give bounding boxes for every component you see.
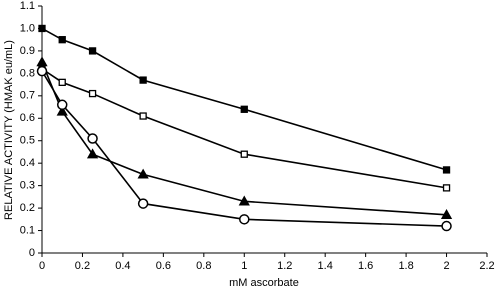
series-line [41, 27, 447, 171]
marker [442, 166, 451, 174]
marker [240, 150, 248, 158]
x-axis-label: mM ascorbate [229, 277, 299, 289]
marker [88, 47, 97, 55]
y-tick-label: 1.1 [20, 0, 35, 12]
x-tick-label: 1.2 [277, 260, 292, 272]
y-tick-label: 0.3 [20, 180, 35, 192]
x-tick-label: 0 [39, 260, 45, 272]
marker [38, 24, 46, 33]
marker [88, 89, 97, 98]
x-tick-label: 0.6 [156, 260, 171, 272]
marker [238, 195, 250, 206]
y-tick-label: 0.5 [20, 135, 35, 147]
marker [240, 105, 248, 113]
marker [137, 168, 149, 179]
marker [441, 220, 452, 232]
marker [86, 148, 99, 159]
x-tick-label: 2.2 [479, 260, 494, 272]
y-tick-label: 1.0 [20, 22, 35, 34]
y-tick-label: 0.6 [20, 112, 35, 124]
y-tick-label: 0.1 [20, 224, 35, 236]
marker [442, 184, 451, 192]
series-line [41, 70, 447, 227]
series-line [41, 68, 447, 189]
x-tick-label: 0.4 [115, 260, 130, 272]
marker [58, 36, 66, 44]
y-tick-label: 0.4 [20, 157, 35, 169]
marker [87, 133, 98, 144]
x-tick-label: 1 [241, 260, 247, 272]
marker [36, 56, 48, 67]
x-tick-label: 1.4 [318, 260, 333, 272]
marker [139, 76, 147, 84]
x-tick-label: 0.8 [196, 260, 211, 272]
marker [56, 105, 68, 116]
y-tick-label: 0.9 [20, 45, 35, 57]
y-tick-label: 0.8 [20, 67, 35, 79]
y-tick-label: 0.2 [20, 202, 35, 214]
marker [137, 198, 149, 209]
marker [440, 209, 453, 219]
marker [56, 99, 68, 111]
series-line [41, 61, 447, 216]
x-tick-label: 0.2 [75, 260, 90, 272]
marker [239, 214, 250, 225]
marker [58, 78, 66, 86]
y-axis-label: RELATIVE ACTIVITY (HMAK eu/mL) [3, 40, 15, 220]
y-tick-label: 0 [29, 247, 35, 259]
y-tick-label: 0.7 [20, 90, 35, 102]
x-tick-label: 2 [443, 260, 449, 272]
marker [139, 112, 147, 120]
x-tick-label: 1.8 [398, 260, 413, 272]
x-tick-label: 1.6 [358, 260, 373, 272]
marker [36, 65, 48, 77]
